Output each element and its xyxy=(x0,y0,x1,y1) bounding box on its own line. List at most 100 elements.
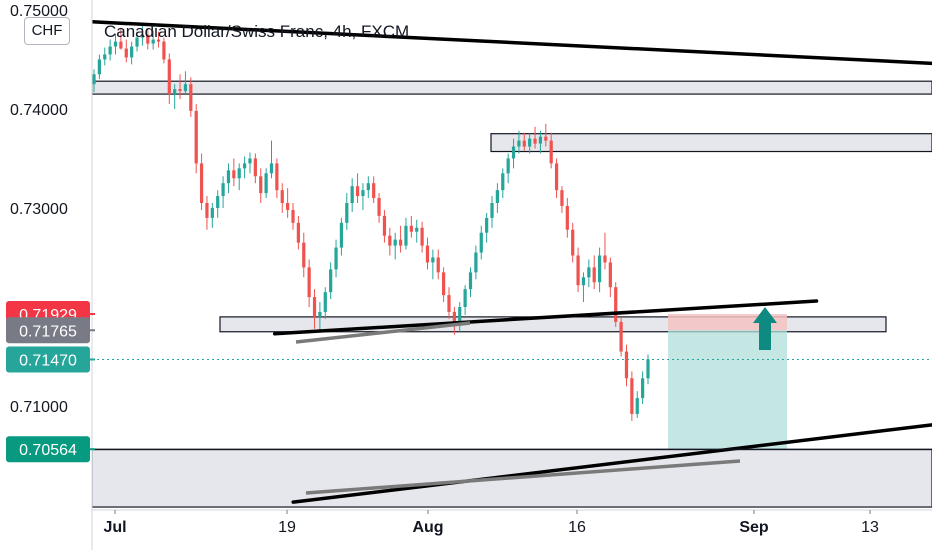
candle-body xyxy=(479,232,483,253)
candle-body xyxy=(603,255,607,263)
candle-body xyxy=(124,48,128,58)
candle-body xyxy=(646,359,650,379)
trendline[interactable] xyxy=(291,423,932,504)
candle-body xyxy=(173,89,177,95)
candle-body xyxy=(189,84,193,111)
candle-body xyxy=(226,170,231,184)
candle-body xyxy=(221,183,225,197)
candle-body xyxy=(286,203,290,210)
candle-body xyxy=(587,267,591,278)
candle-body xyxy=(248,158,252,164)
candle-body xyxy=(624,351,629,379)
price-label-text: 0.70564 xyxy=(19,442,77,459)
x-tick-label: 19 xyxy=(278,519,296,536)
price-label-text: 0.71765 xyxy=(19,323,77,340)
candle-body xyxy=(140,34,145,38)
candle-body xyxy=(544,136,548,141)
arrow-up-icon xyxy=(753,307,777,323)
candle-body xyxy=(388,235,392,246)
supply-demand-zone[interactable] xyxy=(91,80,932,95)
candle-body xyxy=(355,186,360,197)
take-profit-area[interactable] xyxy=(668,330,787,450)
candle-body xyxy=(269,163,274,174)
candle-body xyxy=(296,222,301,243)
candle-body xyxy=(538,136,543,144)
candle-body xyxy=(468,272,473,290)
supply-demand-zone[interactable] xyxy=(490,133,932,153)
candle-body xyxy=(194,110,198,164)
candle-body xyxy=(242,163,247,169)
candle-body xyxy=(302,242,306,268)
candle-body xyxy=(522,140,526,147)
candle-body xyxy=(113,41,118,47)
candle-body xyxy=(280,190,284,204)
candle-body xyxy=(377,198,381,216)
trendline[interactable] xyxy=(272,299,819,336)
candle-body xyxy=(511,146,516,159)
trendline[interactable] xyxy=(90,20,932,66)
candle-body xyxy=(237,168,241,179)
candle-body xyxy=(641,378,645,399)
candle-body xyxy=(619,321,623,352)
candle-body xyxy=(103,54,107,60)
candle-body xyxy=(275,163,279,191)
candle-body xyxy=(372,183,376,199)
candle-body xyxy=(97,59,101,75)
price-label-text: 0.71470 xyxy=(19,352,77,369)
candle-body xyxy=(398,239,403,246)
candle-body xyxy=(162,41,166,60)
candle-body xyxy=(565,205,569,230)
x-tick-label: 13 xyxy=(861,519,879,536)
candle-body xyxy=(415,227,419,232)
candle-body xyxy=(463,289,467,307)
candle-body xyxy=(554,163,559,191)
candle-body xyxy=(592,267,596,283)
price-label-badge xyxy=(6,317,90,344)
candle-body xyxy=(635,398,639,414)
arrow-up-shaft xyxy=(759,321,771,350)
candle-body xyxy=(528,138,532,147)
candle-body xyxy=(350,186,354,204)
candle-body xyxy=(323,292,327,312)
candle-body xyxy=(490,203,494,218)
candle-body xyxy=(167,59,171,95)
trendline-segment xyxy=(295,321,471,344)
candle-body xyxy=(404,225,408,246)
candle-body xyxy=(156,39,161,42)
y-tick-label: 0.75000 xyxy=(10,3,68,20)
candle-body xyxy=(458,306,462,325)
candle-body xyxy=(199,163,204,204)
candle-body xyxy=(452,311,456,325)
candle-body xyxy=(339,222,344,248)
candle-body xyxy=(425,245,430,263)
candle-body xyxy=(264,173,268,194)
time-axis[interactable] xyxy=(92,510,932,550)
candle-body xyxy=(307,267,311,298)
candle-body xyxy=(119,41,123,49)
x-tick-label: Jul xyxy=(103,519,126,536)
candle-body xyxy=(253,158,257,177)
candle-body xyxy=(151,39,155,44)
candle-body xyxy=(259,176,263,194)
candle-body xyxy=(178,89,182,92)
candle-body xyxy=(485,217,489,233)
candle-body xyxy=(312,297,317,317)
price-label-badge xyxy=(6,346,90,373)
price-axis[interactable] xyxy=(0,0,92,550)
candle-body xyxy=(533,138,537,144)
trendline-segment xyxy=(305,459,741,495)
candle-body xyxy=(329,269,333,293)
y-tick-label: 0.71000 xyxy=(10,399,68,416)
candle-body xyxy=(501,173,505,191)
candle-body xyxy=(474,252,478,273)
candle-body xyxy=(334,247,338,270)
candle-body xyxy=(409,225,413,232)
currency-badge[interactable]: CHF xyxy=(24,17,70,45)
candle-body xyxy=(614,287,618,322)
candle-body xyxy=(393,239,397,246)
candle-body xyxy=(571,229,575,256)
candle-body xyxy=(318,311,322,317)
candle-body xyxy=(597,255,602,283)
